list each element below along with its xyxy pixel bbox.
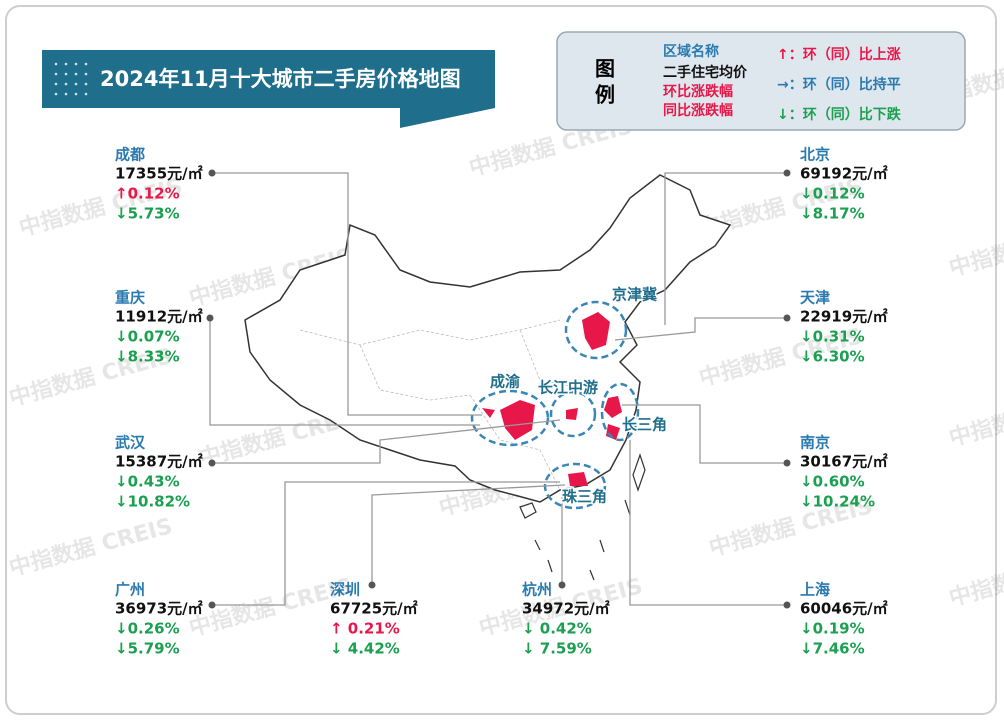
city-name: 广州	[115, 581, 145, 599]
city-name: 武汉	[115, 434, 146, 452]
region-label: 珠三角	[562, 488, 607, 506]
legend-field: 区域名称	[663, 43, 719, 60]
legend-field: 同比涨跌幅	[663, 102, 733, 119]
city-name: 北京	[800, 146, 830, 164]
legend-field: 环比涨跌幅	[663, 83, 733, 100]
city-name: 杭州	[522, 581, 552, 599]
city-yoy: ↓5.73%	[115, 205, 180, 223]
legend-heading: 例	[595, 83, 615, 107]
city-mom: ↓0.43%	[115, 473, 180, 491]
city-mom: ↓ 0.42%	[522, 620, 592, 638]
title-banner	[42, 50, 495, 108]
city-mom: ↓0.19%	[800, 620, 865, 638]
city-dot	[208, 601, 216, 609]
region-areas	[482, 312, 622, 486]
region-label: 长三角	[622, 416, 667, 434]
legend-heading: 图	[595, 57, 615, 81]
city-price: 67725元/㎡	[330, 600, 418, 618]
region-label: 京津冀	[612, 286, 657, 304]
banner-tail	[400, 108, 495, 128]
map	[244, 174, 732, 581]
city-dot	[206, 314, 214, 322]
city-price: 34972元/㎡	[522, 600, 610, 618]
city-name: 重庆	[115, 289, 145, 307]
city-mom: ↓0.07%	[115, 328, 180, 346]
city-yoy: ↓5.79%	[115, 640, 180, 658]
city-yoy: ↓8.17%	[800, 205, 865, 223]
legend-box	[556, 31, 966, 131]
city-dot	[208, 169, 216, 177]
city-dot	[208, 459, 216, 467]
legend-arrow: ↓：环（同）比下跌	[777, 106, 902, 123]
legend-arrow: ↑：环（同）比上涨	[777, 46, 901, 63]
city-dot	[783, 459, 791, 467]
city-yoy: ↓10.82%	[115, 493, 190, 511]
city-dot	[783, 169, 791, 177]
city-yoy: ↓7.46%	[800, 640, 865, 658]
city-yoy: ↓6.30%	[800, 348, 865, 366]
city-yoy: ↓ 7.59%	[522, 640, 592, 658]
city-dot	[368, 581, 376, 589]
city-name: 天津	[800, 289, 830, 307]
city-mom: ↓0.31%	[800, 328, 865, 346]
city-price: 69192元/㎡	[800, 165, 888, 183]
city-price: 17355元/㎡	[115, 165, 203, 183]
city-yoy: ↓ 4.42%	[330, 640, 400, 658]
city-mom: ↓0.26%	[115, 620, 180, 638]
city-mom: ↓0.12%	[800, 185, 865, 203]
city-price: 36973元/㎡	[115, 600, 203, 618]
city-mom: ↑0.12%	[115, 185, 180, 203]
city-mom: ↓0.60%	[800, 473, 865, 491]
city-price: 11912元/㎡	[115, 308, 203, 326]
city-dot	[783, 601, 791, 609]
city-name: 深圳	[330, 581, 360, 599]
banner-dots	[54, 62, 88, 96]
city-dot	[783, 314, 791, 322]
legend-arrow: →：环（同）比持平	[777, 76, 901, 93]
legend-field: 二手住宅均价	[663, 64, 748, 81]
city-price: 30167元/㎡	[800, 453, 888, 471]
city-yoy: ↓8.33%	[115, 348, 180, 366]
title: 2024年11月十大城市二手房价格地图	[100, 67, 461, 91]
city-name: 成都	[115, 146, 145, 164]
city-mom: ↑ 0.21%	[330, 620, 400, 638]
region-label: 成渝	[490, 373, 521, 391]
city-name: 南京	[800, 434, 830, 452]
city-yoy: ↓10.24%	[800, 493, 875, 511]
city-price: 15387元/㎡	[115, 453, 203, 471]
city-price: 22919元/㎡	[800, 308, 888, 326]
city-price: 60046元/㎡	[800, 600, 888, 618]
leader-lines	[209, 172, 787, 606]
city-name: 上海	[800, 581, 830, 599]
city-dot	[558, 581, 566, 589]
region-label: 长江中游	[538, 379, 598, 397]
